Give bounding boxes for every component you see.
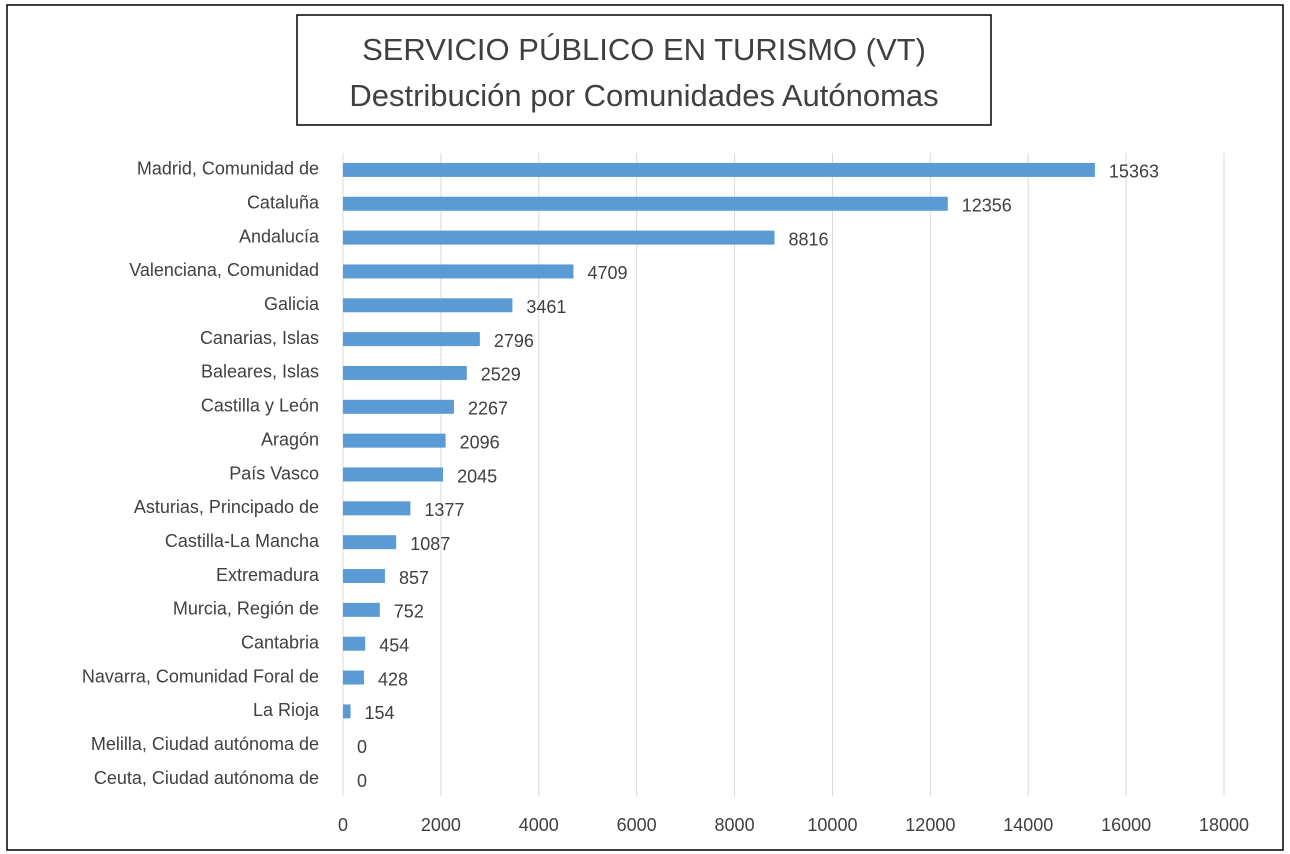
bar: [343, 196, 948, 211]
data-label: 12356: [962, 196, 1012, 216]
data-label: 1087: [410, 534, 450, 554]
bar: [343, 162, 1095, 177]
data-label: 2796: [494, 331, 534, 351]
y-tick-label: Andalucía: [239, 226, 320, 246]
bar: [343, 602, 380, 617]
x-tick-label: 10000: [807, 815, 857, 835]
chart-title: Destribución por Comunidades Autónomas: [349, 78, 938, 113]
y-tick-label: Asturias, Principado de: [134, 497, 319, 517]
data-label: 4709: [587, 263, 627, 283]
y-tick-label: Castilla-La Mancha: [165, 531, 320, 551]
y-tick-label: Murcia, Región de: [173, 599, 319, 619]
bar: [343, 467, 444, 482]
y-tick-label: Aragón: [261, 429, 319, 449]
chart-title: SERVICIO PÚBLICO EN TURISMO (VT): [362, 32, 926, 67]
x-tick-label: 16000: [1101, 815, 1151, 835]
bar: [343, 298, 513, 313]
data-label: 454: [379, 635, 409, 655]
x-tick-label: 14000: [1003, 815, 1053, 835]
data-label: 8816: [788, 229, 828, 249]
y-tick-label: Ceuta, Ciudad autónoma de: [94, 768, 319, 788]
bar: [343, 230, 775, 245]
bar: [343, 264, 574, 279]
x-tick-label: 12000: [905, 815, 955, 835]
data-label: 0: [357, 737, 367, 757]
x-tick-label: 4000: [519, 815, 559, 835]
y-tick-label: Baleares, Islas: [201, 362, 319, 382]
data-label: 428: [378, 669, 408, 689]
x-tick-label: 8000: [715, 815, 755, 835]
data-label: 2045: [457, 466, 497, 486]
y-tick-label: Castilla y León: [201, 396, 319, 416]
y-tick-label: Valenciana, Comunidad: [129, 260, 319, 280]
bar: [343, 332, 480, 347]
x-tick-label: 6000: [617, 815, 657, 835]
bar: [343, 535, 397, 550]
x-tick-label: 0: [338, 815, 348, 835]
y-tick-label: Navarra, Comunidad Foral de: [82, 666, 319, 686]
y-tick-label: Cantabria: [241, 632, 320, 652]
y-tick-label: Madrid, Comunidad de: [137, 159, 319, 179]
data-label: 154: [365, 703, 395, 723]
bar: [343, 433, 446, 448]
bar: [343, 636, 366, 651]
x-tick-label: 2000: [421, 815, 461, 835]
y-tick-label: Cataluña: [247, 193, 320, 213]
chart-border: [6, 4, 1284, 851]
bar: [343, 501, 411, 516]
y-tick-label: Galicia: [264, 294, 320, 314]
data-label: 2096: [460, 432, 500, 452]
y-tick-label: La Rioja: [253, 700, 320, 720]
data-label: 0: [357, 771, 367, 791]
y-tick-label: Extremadura: [216, 565, 320, 585]
x-tick-label: 18000: [1199, 815, 1249, 835]
bar: [343, 365, 467, 380]
data-label: 15363: [1109, 162, 1159, 182]
y-tick-label: Canarias, Islas: [200, 328, 319, 348]
bar: [343, 704, 351, 719]
title-box: [296, 14, 992, 126]
data-label: 1377: [424, 500, 464, 520]
y-tick-label: Melilla, Ciudad autónoma de: [91, 734, 319, 754]
bar: [343, 399, 454, 414]
data-label: 2267: [468, 399, 508, 419]
data-label: 2529: [481, 365, 521, 385]
data-label: 3461: [526, 297, 566, 317]
data-label: 857: [399, 568, 429, 588]
y-tick-label: País Vasco: [229, 463, 319, 483]
bar: [343, 670, 364, 685]
data-label: 752: [394, 602, 424, 622]
bar: [343, 569, 385, 584]
